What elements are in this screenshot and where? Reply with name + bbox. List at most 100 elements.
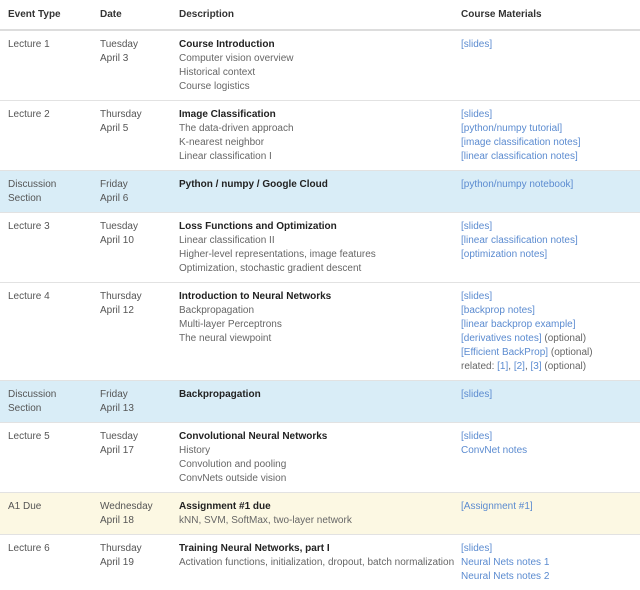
- topic-detail: Linear classification II: [179, 234, 453, 248]
- materials-line: [python/numpy notebook]: [461, 178, 640, 192]
- material-link[interactable]: Neural Nets notes 2: [461, 571, 549, 582]
- material-link[interactable]: Neural Nets notes 1: [461, 557, 549, 568]
- material-link[interactable]: [Assignment #1]: [461, 501, 533, 512]
- material-link[interactable]: [optimization notes]: [461, 249, 547, 260]
- material-link[interactable]: [slides]: [461, 543, 492, 554]
- topic-detail: Linear classification I: [179, 150, 453, 164]
- materials-line: [derivatives notes] (optional): [461, 332, 640, 346]
- header-date: Date: [92, 0, 171, 30]
- materials-cell: [Assignment #1]: [453, 493, 640, 535]
- material-link[interactable]: [slides]: [461, 39, 492, 50]
- weekday: Friday: [100, 388, 171, 402]
- material-link[interactable]: [slides]: [461, 431, 492, 442]
- materials-line: [slides]: [461, 430, 640, 444]
- topic-detail: Convolution and pooling: [179, 458, 453, 472]
- material-link[interactable]: [linear classification notes]: [461, 235, 578, 246]
- weekday: Tuesday: [100, 430, 171, 444]
- material-link[interactable]: [derivatives notes]: [461, 333, 542, 344]
- event-type-cell: Discussion Section: [0, 381, 92, 423]
- materials-line: [backprop notes]: [461, 304, 640, 318]
- event-type-cell: Lecture 4: [0, 283, 92, 381]
- material-link[interactable]: [2]: [514, 361, 525, 372]
- material-link[interactable]: [3]: [531, 361, 542, 372]
- topic-detail: Computer vision overview: [179, 52, 453, 66]
- header-event-type: Event Type: [0, 0, 92, 30]
- weekday: Friday: [100, 178, 171, 192]
- materials-line: [slides]: [461, 220, 640, 234]
- materials-line: [Assignment #1]: [461, 500, 640, 514]
- materials-cell: [slides] [python/numpy tutorial] [image cl…: [453, 101, 640, 171]
- material-link[interactable]: [slides]: [461, 221, 492, 232]
- topic-title: Image Classification: [179, 108, 453, 122]
- materials-line: [slides]: [461, 108, 640, 122]
- materials-line: [linear classification notes]: [461, 150, 640, 164]
- materials-line: [linear classification notes]: [461, 234, 640, 248]
- material-note: (optional): [548, 347, 592, 358]
- material-link[interactable]: [python/numpy notebook]: [461, 179, 573, 190]
- topic-title: Training Neural Networks, part I: [179, 542, 453, 556]
- topic-title: Python / numpy / Google Cloud: [179, 178, 453, 192]
- calendar-date: April 13: [100, 402, 171, 416]
- topic-detail: Historical context: [179, 66, 453, 80]
- material-link[interactable]: [image classification notes]: [461, 137, 581, 148]
- event-type-cell: Lecture 6: [0, 535, 92, 590]
- header-course-materials: Course Materials: [453, 0, 640, 30]
- weekday: Wednesday: [100, 500, 171, 514]
- topic-title: Introduction to Neural Networks: [179, 290, 453, 304]
- header-description: Description: [171, 0, 453, 30]
- calendar-date: April 12: [100, 304, 171, 318]
- event-type-cell: Lecture 3: [0, 213, 92, 283]
- topic-title: Loss Functions and Optimization: [179, 220, 453, 234]
- materials-cell: [slides] [linear classification notes] [op…: [453, 213, 640, 283]
- weekday: Tuesday: [100, 38, 171, 52]
- material-link[interactable]: [linear classification notes]: [461, 151, 578, 162]
- material-link[interactable]: [slides]: [461, 291, 492, 302]
- topic-detail: Higher-level representations, image feat…: [179, 248, 453, 262]
- material-link[interactable]: [1]: [497, 361, 508, 372]
- material-link[interactable]: [linear backprop example]: [461, 319, 576, 330]
- materials-line: [linear backprop example]: [461, 318, 640, 332]
- calendar-date: April 19: [100, 556, 171, 570]
- materials-line: [python/numpy tutorial]: [461, 122, 640, 136]
- materials-line: [slides]: [461, 38, 640, 52]
- weekday: Thursday: [100, 542, 171, 556]
- materials-cell: [slides] ConvNet notes: [453, 423, 640, 493]
- material-note: related:: [461, 361, 497, 372]
- material-link[interactable]: [python/numpy tutorial]: [461, 123, 562, 134]
- event-type-cell: Lecture 5: [0, 423, 92, 493]
- description-cell: Backpropagation: [171, 381, 453, 423]
- event-type-cell: Lecture 2: [0, 101, 92, 171]
- topic-detail: The data-driven approach: [179, 122, 453, 136]
- materials-line: [Efficient BackProp] (optional): [461, 346, 640, 360]
- topic-detail: Optimization, stochastic gradient descen…: [179, 262, 453, 276]
- material-link[interactable]: [Efficient BackProp]: [461, 347, 548, 358]
- material-link[interactable]: [slides]: [461, 109, 492, 120]
- event-type-cell: A1 Due: [0, 493, 92, 535]
- materials-cell: [slides] [backprop notes] [linear backprop…: [453, 283, 640, 381]
- topic-detail: kNN, SVM, SoftMax, two-layer network: [179, 514, 453, 528]
- material-link[interactable]: ConvNet notes: [461, 445, 527, 456]
- materials-line: [slides]: [461, 388, 640, 402]
- material-link[interactable]: [slides]: [461, 389, 492, 400]
- material-link[interactable]: [backprop notes]: [461, 305, 535, 316]
- materials-line: [optimization notes]: [461, 248, 640, 262]
- header-row: Event Type Date Description Course Mater…: [0, 0, 640, 30]
- materials-cell: [slides]: [453, 381, 640, 423]
- topic-detail: Activation functions, initialization, dr…: [179, 556, 453, 570]
